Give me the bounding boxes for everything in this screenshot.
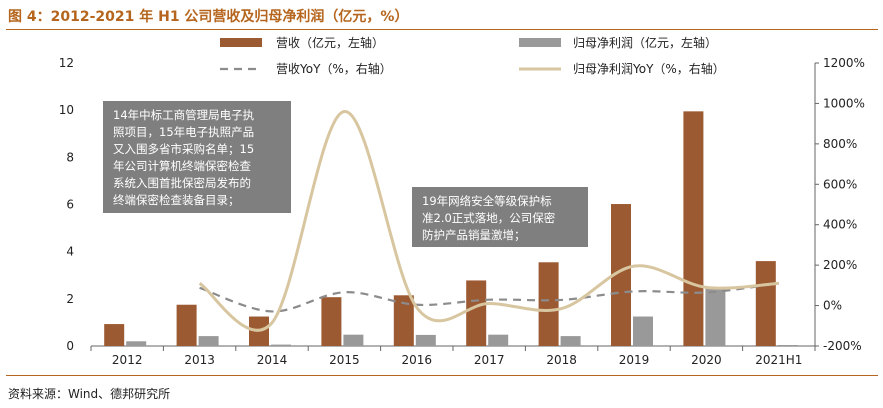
source-note: 资料来源：Wind、德邦研究所 [8, 387, 171, 401]
yoy-lines [198, 110, 779, 332]
legend-label-net-profit-yoy: 归母净利润YoY（%，右轴） [573, 61, 725, 76]
annotation-text-line: 19年网络安全等级保护标 [422, 194, 552, 208]
left-axis-tick-label: 12 [59, 56, 74, 70]
left-axis-tick-label: 0 [66, 339, 74, 353]
source-divider [6, 375, 878, 376]
net-profit-bar [343, 334, 364, 346]
right-axis-tick-label: 0% [823, 299, 842, 313]
revenue-bar [321, 297, 342, 346]
x-axis-tick-label: 2018 [546, 353, 577, 367]
net-profit-bar [705, 287, 726, 346]
x-axis-tick-label: 2021H1 [755, 353, 802, 367]
revenue-yoy-point [343, 291, 346, 294]
net-profit-bar [777, 345, 798, 346]
net-profit-bar [488, 334, 509, 346]
x-axis-tick-label: 2015 [329, 353, 360, 367]
net-profit-bar [126, 341, 147, 346]
net-profit-bars [126, 287, 798, 346]
revenue-bar [683, 111, 704, 347]
left-axis-tick-label: 2 [66, 292, 74, 306]
revenue-bar [611, 204, 631, 346]
revenue-yoy-point [633, 290, 636, 293]
net-profit-bar [560, 336, 581, 346]
x-axis-tick-label: 2013 [184, 353, 215, 367]
annotation-text-line: 终端保密检查装备目录； [113, 193, 240, 207]
annotation-text-line: 又入围多省市采购名单；15 [113, 142, 254, 156]
legend-swatch-net-profit [519, 38, 561, 47]
legend: 营收（亿元，左轴） 归母净利润（亿元，左轴） 营收YoY（%，右轴） 归母净利润YoY… [220, 35, 725, 76]
net-profit-bar [198, 336, 219, 346]
x-axis-tick-label: 2017 [474, 353, 505, 367]
left-axis-tick-label: 10 [59, 103, 74, 117]
revenue-bar [755, 261, 776, 346]
annotation-text-line: 照项目，15年电子执照产品 [113, 125, 254, 139]
title-divider [6, 29, 878, 30]
revenue-bar [466, 280, 487, 346]
x-axis-tick-label: 2020 [691, 353, 722, 367]
left-axis-tick-label: 4 [66, 245, 74, 259]
x-axis-tick-label: 2012 [112, 353, 143, 367]
revenue-bar [393, 295, 414, 346]
revenue-yoy-line [199, 282, 779, 313]
revenue-bar [104, 324, 125, 346]
annotation-box [103, 101, 291, 213]
annotation-text-line: 年公司计算机终端保密检查 [113, 159, 251, 173]
net-profit-bar [271, 344, 291, 346]
right-axis-tick-label: 1000% [823, 96, 865, 110]
net-profit-bar [633, 316, 653, 346]
x-axis-tick-label: 2014 [257, 353, 288, 367]
left-axis-tick-label: 6 [66, 198, 74, 212]
combo-chart: 0 2 4 6 8 10 12 -200% 0% 200% 400% 600% 800% 1000% 120… [59, 35, 865, 367]
annotation-text-line: 14年中标工商管理局电子执 [113, 108, 255, 122]
chart-axes: 0 2 4 6 8 10 12 -200% 0% 200% 400% 600% 800% 1000% 120… [59, 56, 865, 367]
left-axis-tick-label: 8 [66, 150, 74, 164]
legend-label-revenue: 营收（亿元，左轴） [276, 35, 384, 50]
right-axis-tick-label: 800% [823, 137, 857, 151]
revenue-bar [176, 304, 197, 346]
legend-label-revenue-yoy: 营收YoY（%，右轴） [276, 61, 392, 76]
right-axis-tick-label: 400% [823, 218, 857, 232]
x-axis-tick-label: 2016 [402, 353, 433, 367]
annotation-text-line: 防护产品销量激增； [422, 228, 526, 242]
annotation-text-line: 准2.0正式落地，公司保密 [422, 211, 555, 225]
annotation-box [412, 187, 588, 247]
legend-label-net-profit: 归母净利润（亿元，左轴） [573, 35, 717, 50]
x-axis-tick-label: 2019 [619, 353, 650, 367]
right-axis-tick-label: 600% [823, 177, 857, 191]
right-axis-tick-label: 1200% [823, 56, 865, 70]
revenue-bar [538, 262, 559, 346]
right-axis-tick-label: 200% [823, 258, 857, 272]
legend-swatch-revenue [220, 38, 262, 47]
net-profit-bar [415, 334, 436, 346]
chart-title: 图 4：2012-2021 年 H1 公司营收及归母净利润（亿元，%） [8, 9, 409, 25]
net-profit-yoy-line [198, 110, 779, 332]
annotation-text-line: 系统入围首批保密局发布的 [113, 176, 251, 190]
revenue-bars [104, 111, 776, 347]
right-axis-tick-label: -200% [823, 339, 862, 353]
